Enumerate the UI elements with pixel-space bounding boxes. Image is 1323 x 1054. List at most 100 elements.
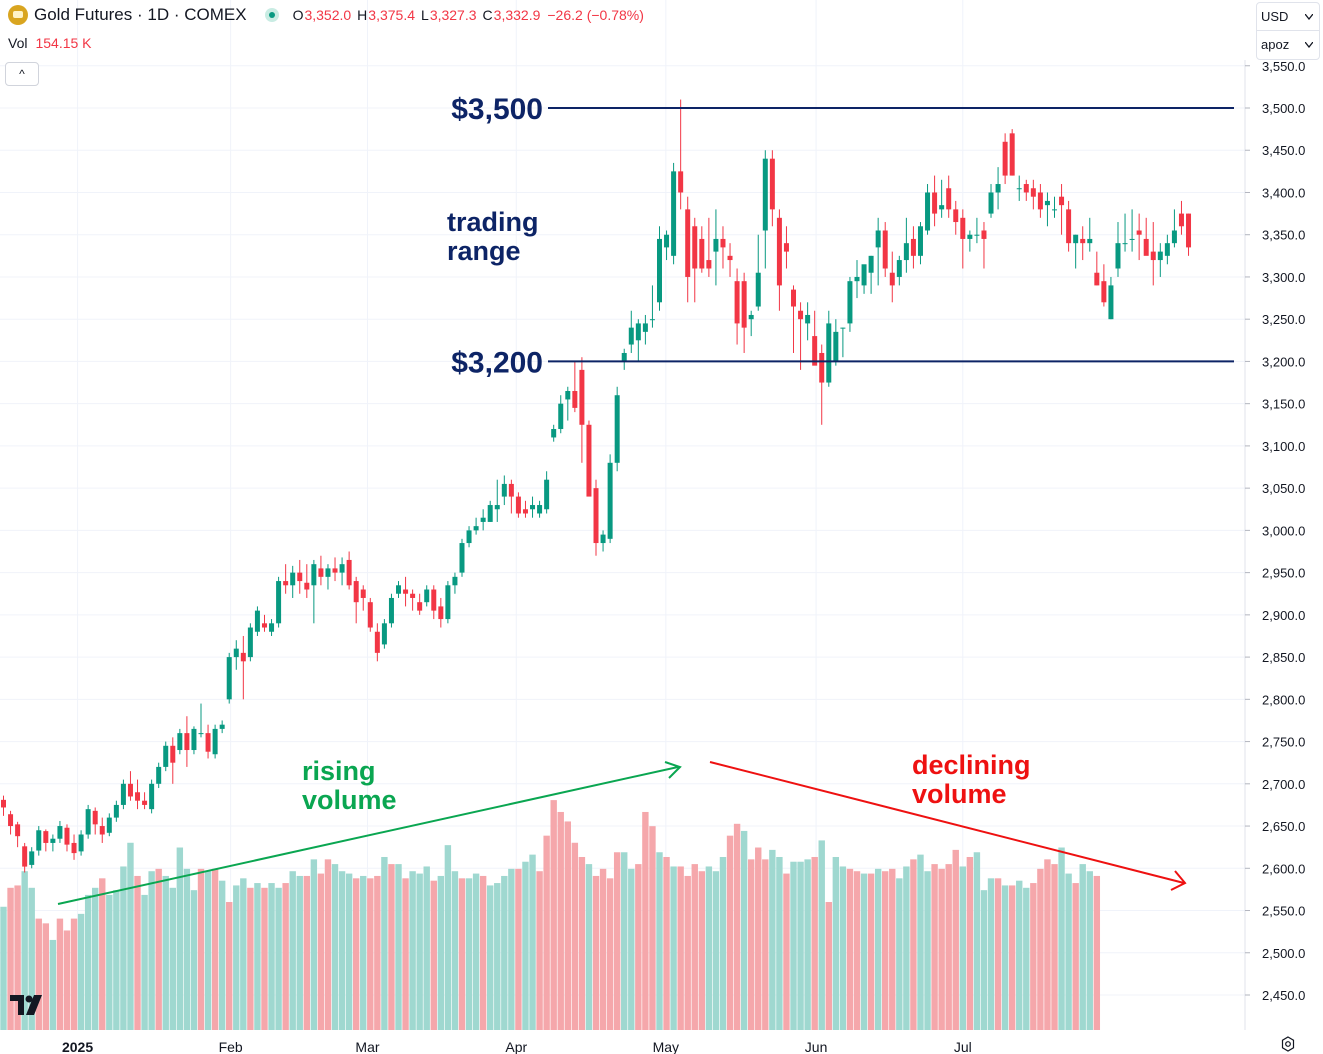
candle-body[interactable] [995, 184, 1001, 193]
candle-body[interactable] [254, 610, 260, 632]
volume-bar[interactable] [360, 875, 367, 1030]
candle-body[interactable] [1143, 238, 1149, 256]
candle-body[interactable] [233, 648, 239, 658]
volume-bar[interactable] [1051, 864, 1058, 1030]
volume-bar[interactable] [621, 852, 628, 1030]
candle-body[interactable] [1080, 238, 1086, 244]
candle-body[interactable] [671, 171, 677, 256]
volume-bar[interactable] [994, 878, 1002, 1030]
volume-bar[interactable] [268, 883, 275, 1030]
candle-body[interactable] [769, 158, 775, 210]
candle-body[interactable] [1157, 251, 1163, 261]
volume-bar[interactable] [853, 871, 861, 1030]
volume-bar[interactable] [783, 873, 790, 1030]
candle-body[interactable] [417, 602, 423, 611]
candle-body[interactable] [339, 564, 345, 573]
volume-bar[interactable] [1093, 875, 1101, 1030]
candle-body[interactable] [8, 814, 14, 827]
volume-bar[interactable] [1001, 885, 1009, 1030]
candle-body[interactable] [50, 838, 56, 843]
volume-bar[interactable] [423, 866, 430, 1030]
candle-body[interactable] [840, 327, 846, 329]
volume-bar[interactable] [148, 871, 155, 1030]
candle-body[interactable] [240, 652, 246, 662]
candle-body[interactable] [247, 627, 253, 658]
candle-body[interactable] [353, 581, 359, 603]
volume-bar[interactable] [903, 866, 910, 1030]
volume-bar[interactable] [70, 918, 78, 1030]
volume-bar[interactable] [973, 852, 981, 1030]
volume-bar[interactable] [465, 878, 473, 1030]
volume-bar[interactable] [352, 878, 360, 1030]
candle-body[interactable] [367, 602, 373, 628]
volume-bar[interactable] [324, 859, 332, 1030]
volume-bar[interactable] [804, 859, 811, 1030]
volume-bar[interactable] [698, 871, 706, 1030]
candle-body[interactable] [1108, 285, 1114, 320]
candle-body[interactable] [614, 395, 620, 463]
candle-body[interactable] [896, 260, 902, 277]
volume-bar[interactable] [261, 887, 268, 1030]
volume-bar[interactable] [705, 866, 713, 1030]
candle-body[interactable] [473, 526, 479, 531]
candle-body[interactable] [466, 530, 472, 544]
volume-bar[interactable] [846, 868, 854, 1030]
candle-body[interactable] [452, 576, 458, 586]
volume-bar[interactable] [515, 868, 522, 1030]
candle-body[interactable] [932, 192, 938, 214]
candle-body[interactable] [1073, 234, 1079, 244]
volume-bar[interactable] [204, 871, 212, 1030]
volume-bar[interactable] [557, 811, 564, 1030]
volume-bar[interactable] [740, 830, 748, 1030]
candle-body[interactable] [586, 424, 592, 497]
candle-body[interactable] [15, 824, 21, 837]
volume-bar[interactable] [578, 856, 586, 1030]
volume-bar[interactable] [818, 840, 825, 1030]
volume-bar[interactable] [550, 800, 557, 1030]
chart-settings-icon[interactable] [1280, 1036, 1296, 1052]
candle-body[interactable] [988, 192, 994, 214]
volume-bar[interactable] [317, 873, 325, 1030]
candle-body[interactable] [508, 483, 514, 497]
volume-bar[interactable] [719, 856, 727, 1030]
candle-body[interactable] [734, 281, 740, 324]
volume-bar[interactable] [959, 866, 967, 1030]
volume-bar[interactable] [28, 887, 35, 1030]
volume-bar[interactable] [508, 868, 515, 1030]
candle-body[interactable] [501, 483, 507, 497]
volume-bar[interactable] [543, 835, 550, 1030]
candle-body[interactable] [78, 834, 84, 852]
candle-body[interactable] [776, 217, 782, 286]
candle-body[interactable] [149, 783, 155, 810]
candle-body[interactable] [396, 585, 402, 594]
candle-body[interactable] [579, 369, 585, 425]
volume-bar[interactable] [487, 885, 494, 1030]
collapse-legend-button[interactable]: ^ [5, 62, 39, 86]
volume-bar[interactable] [134, 875, 141, 1030]
candle-body[interactable] [1087, 238, 1093, 244]
volume-bar[interactable] [0, 906, 7, 1030]
candle-body[interactable] [99, 826, 105, 835]
volume-bar[interactable] [275, 887, 282, 1030]
volume-bar[interactable] [183, 868, 191, 1030]
candle-body[interactable] [360, 589, 366, 598]
candle-body[interactable] [346, 559, 352, 586]
candle-body[interactable] [36, 830, 42, 851]
candle-body[interactable] [276, 581, 282, 624]
volume-bar[interactable] [113, 890, 120, 1030]
volume-bar[interactable] [197, 868, 205, 1030]
candle-body[interactable] [269, 623, 275, 632]
candle-body[interactable] [854, 276, 860, 282]
volume-bar[interactable] [1008, 885, 1016, 1030]
candle-body[interactable] [925, 192, 931, 231]
candle-body[interactable] [113, 804, 119, 818]
candle-body[interactable] [445, 585, 451, 620]
candle-body[interactable] [1186, 213, 1192, 248]
candle-body[interactable] [1129, 238, 1135, 240]
volume-bar[interactable] [691, 864, 698, 1030]
volume-bar[interactable] [656, 852, 663, 1030]
volume-bar[interactable] [628, 868, 635, 1030]
candle-body[interactable] [720, 238, 726, 248]
volume-bar[interactable] [966, 856, 974, 1030]
candle-body[interactable] [22, 846, 28, 867]
